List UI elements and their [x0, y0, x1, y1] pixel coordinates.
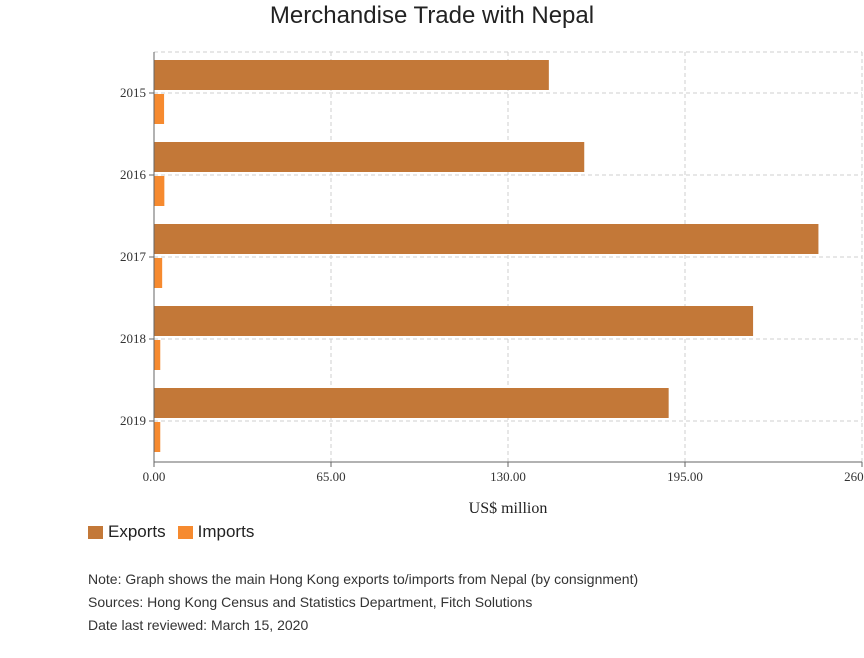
y-tick-label-2017: 2017	[120, 249, 147, 264]
bar-imports-2018	[154, 340, 161, 370]
bar-imports-2019	[154, 422, 161, 452]
legend: Exports Imports	[88, 521, 254, 543]
y-tick-label-2015: 2015	[120, 85, 146, 100]
y-tick-label-2018: 2018	[120, 331, 146, 346]
tick-labels: 0.00 65.00 130.00 195.00 260.00 2015 2016 2017 2…	[120, 85, 864, 484]
x-tick-label: 130.00	[490, 469, 526, 484]
x-tick-label: 0.00	[143, 469, 166, 484]
y-tick-label-2016: 2016	[120, 167, 147, 182]
bar-imports-2016	[154, 176, 165, 206]
legend-item-exports[interactable]: Exports	[88, 522, 166, 542]
note-text: Note: Graph shows the main Hong Kong exp…	[88, 571, 639, 587]
legend-label-imports: Imports	[197, 522, 255, 541]
x-axis-title: US$ million	[469, 500, 548, 517]
bar-exports-2016	[154, 142, 585, 172]
x-tick-label: 260.00	[844, 469, 864, 484]
sources-text: Sources: Hong Kong Census and Statistics…	[88, 594, 533, 610]
bars	[154, 60, 819, 452]
bar-exports-2018	[154, 306, 754, 336]
legend-item-imports[interactable]: Imports	[177, 522, 255, 542]
axes	[149, 52, 863, 467]
bar-exports-2019	[154, 388, 669, 418]
date-reviewed-text: Date last reviewed: March 15, 2020	[88, 617, 309, 633]
legend-swatch-exports	[88, 525, 103, 539]
y-tick-label-2019: 2019	[120, 413, 146, 428]
chart-title: Merchandise Trade with Nepal	[269, 2, 595, 29]
bar-exports-2017	[154, 224, 819, 254]
bar-imports-2017	[154, 258, 163, 288]
bar-chart: 0.00 65.00 130.00 195.00 260.00 2015 2016 2017 2…	[120, 51, 864, 517]
legend-swatch-imports	[177, 525, 193, 539]
legend-label-exports: Exports	[108, 522, 166, 541]
grid-lines	[154, 51, 863, 462]
bar-exports-2015	[154, 60, 549, 90]
x-tick-label: 65.00	[316, 469, 345, 484]
bar-imports-2015	[154, 94, 165, 124]
x-tick-label: 195.00	[667, 469, 703, 484]
chart-notes: Note: Graph shows the main Hong Kong exp…	[88, 568, 638, 637]
